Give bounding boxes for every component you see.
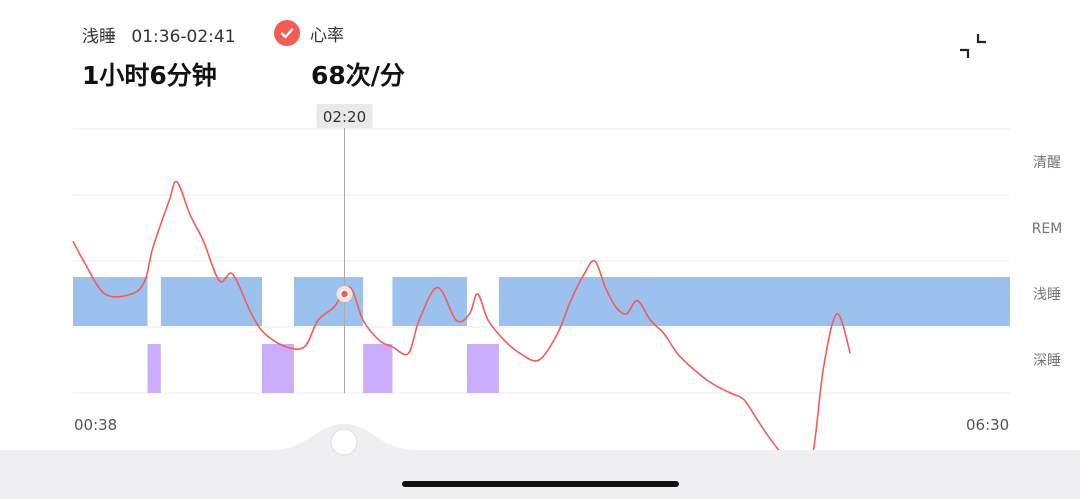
light-sleep-bar [160,277,262,326]
scrubber-track [270,424,418,460]
heart-rate-toggle[interactable]: 心率 [274,20,344,46]
collapse-button[interactable] [956,30,990,64]
stage-axis-label: 浅睡 [1033,287,1061,303]
light-sleep-bar [498,277,1010,326]
stage-duration: 1小时6分钟 [82,61,217,90]
deep-sleep-bar [147,344,161,393]
cursor-time-label: 02:20 [323,108,366,126]
light-sleep-bar [73,277,148,326]
stage-axis-label: REM [1032,221,1063,237]
x-axis-start-label: 00:38 [74,416,118,434]
cursor-time-box [316,104,373,128]
stage-name: 浅睡 [82,27,116,47]
heart-rate-value: 68次/分 [311,61,405,90]
scrubber-handle[interactable] [330,428,358,456]
bottom-bar [0,450,1080,499]
deep-sleep-bar [261,344,294,393]
stage-axis-label: 深睡 [1033,353,1061,369]
x-axis-end-label: 06:30 [966,416,1010,434]
home-indicator[interactable] [402,481,679,487]
heart-rate-label: 心率 [310,25,344,46]
heart-rate-line [72,180,852,450]
collapse-icon [960,34,986,58]
deep-sleep-bar [466,344,499,393]
stage-info: 浅睡 01:36-02:41 [82,22,246,47]
stage-time-range: 01:36-02:41 [131,27,236,47]
checkmark-icon [274,20,300,46]
deep-sleep-bar [363,344,393,393]
light-sleep-bar [293,277,364,326]
cursor-marker-dot [339,289,350,299]
stage-axis-label: 清醒 [1033,155,1061,171]
